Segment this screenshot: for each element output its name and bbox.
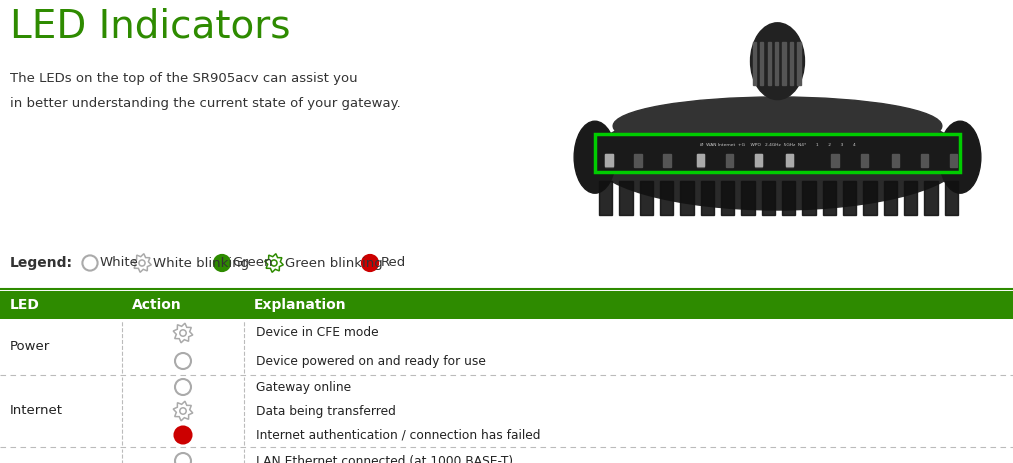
Text: White blinking: White blinking	[153, 257, 249, 269]
Bar	[634, 154, 642, 167]
Circle shape	[175, 453, 191, 463]
Bar	[697, 154, 704, 166]
Bar	[755, 154, 762, 166]
Bar	[802, 181, 815, 215]
Bar	[768, 42, 771, 85]
Bar	[660, 181, 674, 215]
Bar	[782, 181, 795, 215]
Ellipse shape	[939, 121, 981, 193]
Bar	[843, 181, 856, 215]
Text: The LEDs on the top of the SR905acv can assist you: The LEDs on the top of the SR905acv can …	[10, 72, 358, 85]
Bar	[790, 42, 793, 85]
Text: Power: Power	[10, 340, 51, 353]
Text: Gateway online: Gateway online	[256, 381, 352, 394]
Bar	[782, 42, 786, 85]
Text: Legend:: Legend:	[10, 256, 73, 270]
Text: Action: Action	[132, 298, 181, 312]
Text: Explanation: Explanation	[254, 298, 346, 312]
Bar	[860, 154, 868, 167]
Ellipse shape	[591, 104, 964, 210]
Polygon shape	[133, 254, 151, 272]
Text: Ø  WAN Internet  +G    WPO   2.4GHz  5GHz  N4*       1       2       3       4: Ø WAN Internet +G WPO 2.4GHz 5GHz N4* 1 …	[700, 143, 855, 147]
Polygon shape	[173, 323, 192, 343]
Ellipse shape	[574, 121, 616, 193]
Text: Green: Green	[232, 257, 272, 269]
Bar	[640, 181, 653, 215]
Bar	[0, 375, 1013, 447]
Bar	[797, 42, 800, 85]
Bar	[863, 181, 876, 215]
Bar	[0, 447, 1013, 463]
Polygon shape	[173, 401, 192, 421]
Bar	[0, 291, 1013, 319]
Text: LED: LED	[10, 298, 40, 312]
Bar	[891, 154, 900, 167]
Bar	[950, 154, 957, 167]
Bar	[832, 154, 839, 167]
Bar	[742, 181, 755, 215]
Bar	[762, 181, 775, 215]
Bar	[883, 181, 898, 215]
Text: in better understanding the current state of your gateway.: in better understanding the current stat…	[10, 97, 401, 110]
Circle shape	[139, 260, 145, 266]
Bar	[721, 181, 734, 215]
Bar	[904, 181, 918, 215]
Circle shape	[179, 330, 186, 336]
Bar	[786, 154, 793, 166]
Bar	[823, 181, 836, 215]
Text: Device in CFE mode: Device in CFE mode	[256, 326, 379, 339]
Bar	[701, 181, 714, 215]
Text: Internet: Internet	[10, 405, 63, 418]
Bar	[786, 154, 793, 167]
Circle shape	[175, 353, 191, 369]
Circle shape	[179, 408, 186, 414]
Text: LAN Ethernet connected (at 1000 BASE-T): LAN Ethernet connected (at 1000 BASE-T)	[256, 455, 514, 463]
Bar	[619, 181, 633, 215]
Text: Red: Red	[381, 257, 406, 269]
Text: White: White	[100, 257, 139, 269]
Polygon shape	[264, 254, 284, 272]
Ellipse shape	[751, 23, 804, 100]
Bar	[925, 181, 938, 215]
Bar	[0, 319, 1013, 375]
Bar	[681, 181, 694, 215]
Text: LED Indicators: LED Indicators	[10, 8, 291, 46]
Text: Device powered on and ready for use: Device powered on and ready for use	[256, 355, 486, 368]
Circle shape	[362, 255, 378, 271]
Bar	[725, 154, 733, 167]
Text: Green blinking: Green blinking	[285, 257, 383, 269]
FancyBboxPatch shape	[595, 134, 960, 172]
Circle shape	[82, 256, 97, 270]
Bar	[599, 181, 612, 215]
Bar	[606, 154, 613, 167]
Ellipse shape	[613, 97, 942, 155]
Circle shape	[270, 260, 277, 266]
Bar	[945, 181, 958, 215]
Bar	[921, 154, 928, 167]
Bar	[697, 154, 704, 167]
Bar	[606, 154, 613, 166]
Bar	[755, 154, 762, 167]
Text: Data being transferred: Data being transferred	[256, 405, 396, 418]
Circle shape	[214, 255, 230, 271]
Bar	[664, 154, 671, 167]
Circle shape	[174, 426, 191, 444]
Text: Internet authentication / connection has failed: Internet authentication / connection has…	[256, 428, 541, 442]
Circle shape	[175, 379, 191, 395]
Bar	[760, 42, 764, 85]
Bar	[753, 42, 756, 85]
Bar	[775, 42, 778, 85]
